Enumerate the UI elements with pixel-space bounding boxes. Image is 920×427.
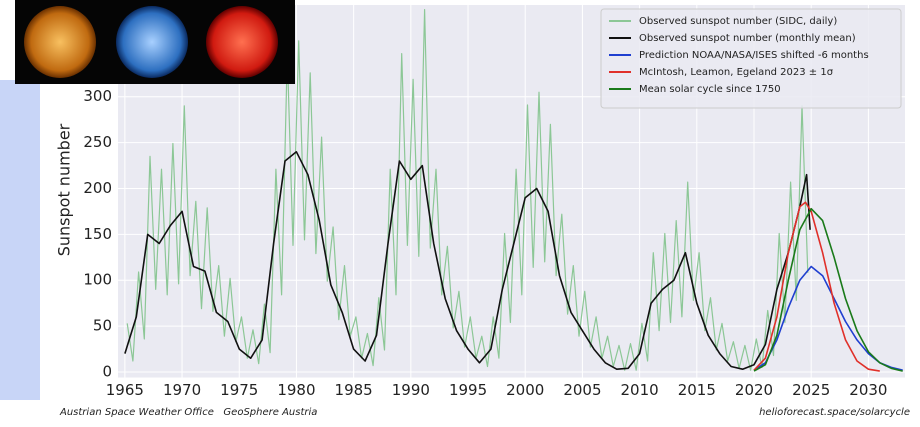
x-tick-label: 1975 (220, 381, 258, 399)
credit-left: Austrian Space Weather Office GeoSphere … (59, 407, 317, 418)
y-tick-label: 50 (93, 317, 112, 335)
x-tick-label: 2030 (849, 381, 887, 399)
legend-label: Observed sunspot number (SIDC, daily) (639, 16, 837, 27)
x-tick-label: 2015 (678, 381, 716, 399)
x-tick-label: 1995 (449, 381, 487, 399)
y-tick-label: 100 (83, 271, 112, 289)
x-tick-label: 1985 (335, 381, 373, 399)
legend-label: Prediction NOAA/NASA/ISES shifted -6 mon… (639, 50, 869, 61)
x-tick-label: 1965 (106, 381, 144, 399)
sun-images (15, 0, 295, 84)
x-tick-label: 1990 (392, 381, 430, 399)
legend-label: Mean solar cycle since 1750 (639, 84, 781, 95)
side-band (0, 80, 40, 400)
x-tick-label: 1970 (163, 381, 201, 399)
y-tick-label: 0 (102, 362, 112, 380)
x-tick-label: 2000 (506, 381, 544, 399)
y-tick-label: 250 (83, 133, 112, 151)
x-tick-label: 2025 (792, 381, 830, 399)
x-tick-label: 1980 (277, 381, 315, 399)
x-tick-label: 2020 (735, 381, 773, 399)
y-tick-label: 300 (83, 87, 112, 105)
legend: Observed sunspot number (SIDC, daily) Obs… (601, 9, 901, 108)
x-tick-label: 2010 (621, 381, 659, 399)
x-tick-label: 2005 (563, 381, 601, 399)
credit-right: helioforecast.space/solarcycle (759, 407, 910, 418)
legend-label: Observed sunspot number (monthly mean) (639, 33, 856, 44)
y-axis-label: Sunspot number (55, 123, 74, 256)
chart: 1965197019751980198519901995200020052010… (0, 0, 920, 427)
legend-label: McIntosh, Leamon, Egeland 2023 ± 1σ (639, 67, 834, 78)
y-tick-label: 150 (83, 225, 112, 243)
y-tick-label: 200 (83, 179, 112, 197)
